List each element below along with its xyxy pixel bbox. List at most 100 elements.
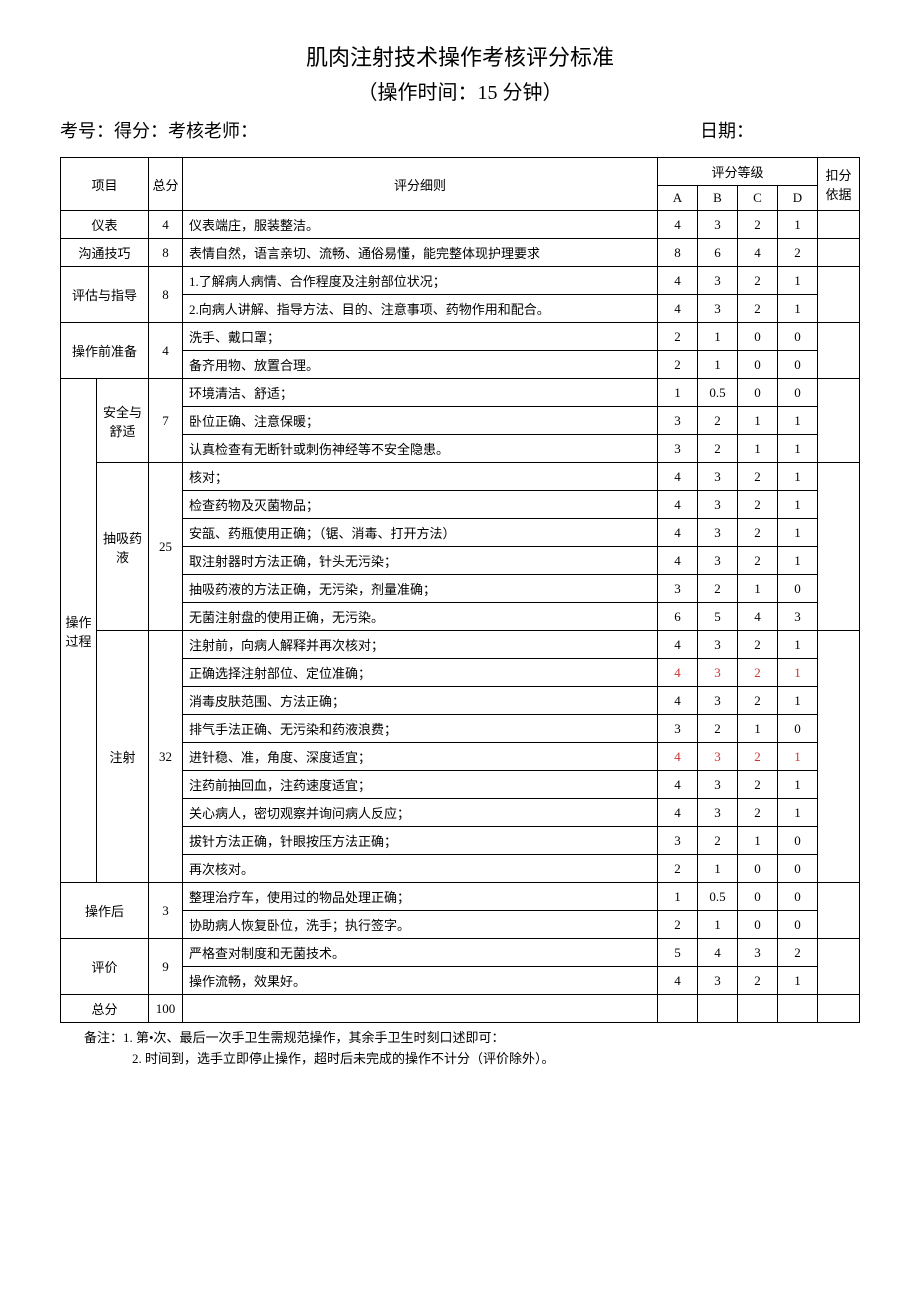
cell: 4 xyxy=(657,799,697,827)
cell: 4 xyxy=(657,743,697,771)
cell xyxy=(818,463,860,631)
cell: 安瓿、药瓶使用正确；（锯、消毒、打开方法） xyxy=(183,519,658,547)
table-row: 注射32注射前，向病人解释并再次核对；4321 xyxy=(61,631,860,659)
cell: 2 xyxy=(777,239,817,267)
cell: 2 xyxy=(777,939,817,967)
cell: 8 xyxy=(657,239,697,267)
note-line: 2. 时间到，选手立即停止操作，超时后未完成的操作不计分（评价除外）。 xyxy=(84,1048,860,1067)
cell: 注射 xyxy=(97,631,149,883)
cell: 评价 xyxy=(61,939,149,995)
cell: 2 xyxy=(697,715,737,743)
col-basis: 扣分依据 xyxy=(818,158,860,211)
cell: 0 xyxy=(777,575,817,603)
cell: 4 xyxy=(697,939,737,967)
col-B: B xyxy=(697,186,737,211)
cell: 1 xyxy=(737,575,777,603)
cell: 1.了解病人病情、合作程度及注射部位状况； xyxy=(183,267,658,295)
cell: 3 xyxy=(697,687,737,715)
cell: 再次核对。 xyxy=(183,855,658,883)
cell: 取注射器时方法正确，针头无污染； xyxy=(183,547,658,575)
cell: 2 xyxy=(737,743,777,771)
cell: 1 xyxy=(777,211,817,239)
cell: 2 xyxy=(737,967,777,995)
col-grade-header: 评分等级 xyxy=(657,158,817,186)
page-subtitle: （操作时间：15 分钟） xyxy=(60,76,860,105)
cell: 1 xyxy=(697,323,737,351)
cell: 拔针方法正确，针眼按压方法正确； xyxy=(183,827,658,855)
cell: 仪表端庄，服装整洁。 xyxy=(183,211,658,239)
cell: 2 xyxy=(657,855,697,883)
cell: 2 xyxy=(657,911,697,939)
cell: 1 xyxy=(777,295,817,323)
cell: 2 xyxy=(737,211,777,239)
cell xyxy=(818,995,860,1023)
cell: 1 xyxy=(777,519,817,547)
table-row: 操作前准备4洗手、戴口罩；2100 xyxy=(61,323,860,351)
cell: 3 xyxy=(697,799,737,827)
cell: 1 xyxy=(737,435,777,463)
cell: 4 xyxy=(657,771,697,799)
cell: 消毒皮肤范围、方法正确； xyxy=(183,687,658,715)
cell: 正确选择注射部位、定位准确； xyxy=(183,659,658,687)
cell: 注药前抽回血，注药速度适宜； xyxy=(183,771,658,799)
cell xyxy=(818,631,860,883)
header-info: 考号：得分：考核老师： 日期： xyxy=(60,117,860,143)
cell: 0 xyxy=(777,715,817,743)
cell: 3 xyxy=(657,407,697,435)
cell: 注射前，向病人解释并再次核对； xyxy=(183,631,658,659)
cell: 3 xyxy=(697,967,737,995)
cell: 2 xyxy=(737,771,777,799)
cell: 操作后 xyxy=(61,883,149,939)
cell: 1 xyxy=(777,407,817,435)
cell: 2.向病人讲解、指导方法、目的、注意事项、药物作用和配合。 xyxy=(183,295,658,323)
cell: 0 xyxy=(777,911,817,939)
cell: 1 xyxy=(657,883,697,911)
cell: 0 xyxy=(777,379,817,407)
cell: 4 xyxy=(657,295,697,323)
cell: 2 xyxy=(657,323,697,351)
cell: 2 xyxy=(737,463,777,491)
cell: 卧位正确、注意保暖； xyxy=(183,407,658,435)
cell: 2 xyxy=(697,435,737,463)
cell: 3 xyxy=(777,603,817,631)
page-title: 肌肉注射技术操作考核评分标准 xyxy=(60,40,860,72)
cell: 1 xyxy=(777,547,817,575)
score-table: 项目 总分 评分细则 评分等级 扣分依据 A B C D 仪表4仪表端庄，服装整… xyxy=(60,157,860,1023)
cell: 0 xyxy=(737,911,777,939)
table-body: 仪表4仪表端庄，服装整洁。4321沟通技巧8表情自然，语言亲切、流畅、通俗易懂，… xyxy=(61,211,860,1023)
cell: 1 xyxy=(777,435,817,463)
cell: 安全与舒适 xyxy=(97,379,149,463)
cell: 2 xyxy=(737,799,777,827)
cell xyxy=(818,379,860,463)
cell: 1 xyxy=(657,379,697,407)
cell: 抽吸药液 xyxy=(97,463,149,631)
cell: 沟通技巧 xyxy=(61,239,149,267)
cell: 1 xyxy=(697,351,737,379)
col-item: 项目 xyxy=(61,158,149,211)
cell: 3 xyxy=(657,715,697,743)
cell: 1 xyxy=(737,827,777,855)
cell: 整理治疗车，使用过的物品处理正确； xyxy=(183,883,658,911)
table-head: 项目 总分 评分细则 评分等级 扣分依据 A B C D xyxy=(61,158,860,211)
col-A: A xyxy=(657,186,697,211)
cell: 3 xyxy=(697,463,737,491)
table-row: 操作后3整理治疗车，使用过的物品处理正确；10.500 xyxy=(61,883,860,911)
cell: 4 xyxy=(657,631,697,659)
header-right: 日期： xyxy=(700,117,860,143)
cell: 3 xyxy=(697,267,737,295)
col-rule: 评分细则 xyxy=(183,158,658,211)
cell: 抽吸药液的方法正确，无污染，剂量准确； xyxy=(183,575,658,603)
cell xyxy=(777,995,817,1023)
cell: 严格查对制度和无菌技术。 xyxy=(183,939,658,967)
cell: 2 xyxy=(737,491,777,519)
cell: 4 xyxy=(657,547,697,575)
cell: 环境清洁、舒适； xyxy=(183,379,658,407)
cell xyxy=(657,995,697,1023)
notes: 备注：1. 第•次、最后一次手卫生需规范操作，其余手卫生时刻口述即可： 2. 时… xyxy=(60,1027,860,1067)
cell: 0.5 xyxy=(697,379,737,407)
cell: 0 xyxy=(777,351,817,379)
table-row: 仪表4仪表端庄，服装整洁。4321 xyxy=(61,211,860,239)
col-D: D xyxy=(777,186,817,211)
cell: 4 xyxy=(657,967,697,995)
cell: 2 xyxy=(737,547,777,575)
